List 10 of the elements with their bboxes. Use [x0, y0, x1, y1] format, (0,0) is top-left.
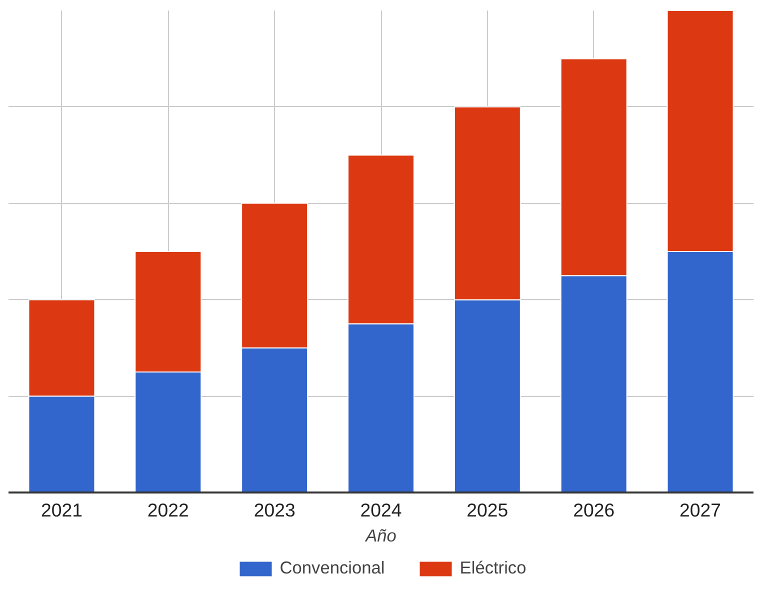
legend-label: Eléctrico — [460, 558, 526, 578]
x-tick-label: 2025 — [466, 500, 508, 520]
x-tick-label: 2021 — [40, 500, 82, 520]
x-tick-label: 2026 — [573, 500, 615, 520]
x-tick-label: 2024 — [360, 500, 402, 520]
x-tick-label: 2023 — [254, 500, 296, 520]
x-tick-label: 2027 — [680, 500, 722, 520]
legend-label: Convencional — [280, 558, 385, 578]
x-axis-title: Año — [364, 526, 397, 546]
x-tick-label: 2022 — [147, 500, 189, 520]
